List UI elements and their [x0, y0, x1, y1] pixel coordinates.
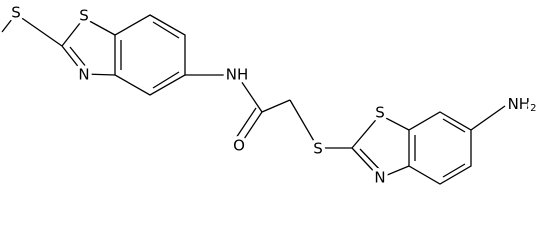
bond [379, 114, 410, 131]
atom-label: O [233, 137, 245, 155]
atom-label: N [374, 169, 385, 187]
bond [69, 46, 88, 69]
atom-label: S [11, 4, 21, 22]
ring [114, 14, 186, 96]
bond [61, 45, 85, 75]
atom-label: NH [226, 66, 249, 84]
atom-label: S [79, 7, 89, 25]
bond [236, 74, 263, 113]
molecule-diagram: S S N NH O S S N NH2 [1, 0, 540, 188]
bond [470, 105, 506, 131]
bond [379, 165, 410, 179]
atom-label: N [78, 66, 89, 84]
ring [408, 111, 472, 185]
bond [152, 71, 180, 89]
atom-label-subscript: 2 [530, 103, 536, 114]
bond [351, 147, 381, 179]
bond [442, 163, 466, 178]
bond [289, 99, 319, 149]
atom-label: S [375, 104, 385, 122]
bond [1, 13, 17, 33]
bond [233, 107, 257, 142]
bond [359, 148, 383, 173]
atom-label-main: NH [508, 95, 531, 113]
bond [61, 17, 85, 47]
bonds [1, 13, 506, 185]
atom-label: S [313, 140, 323, 158]
bond [15, 13, 63, 47]
bond [351, 114, 381, 149]
atom-label: NH2 [508, 95, 537, 115]
bond [261, 99, 291, 113]
page: S S N NH O S S N NH2 (() => { const data… [1, 0, 540, 188]
bond [152, 21, 180, 39]
bond [239, 111, 263, 146]
bond [83, 73, 116, 76]
bond [442, 118, 466, 133]
atom-labels: S S N NH O S S N NH2 [8, 0, 540, 188]
bond [83, 17, 116, 36]
